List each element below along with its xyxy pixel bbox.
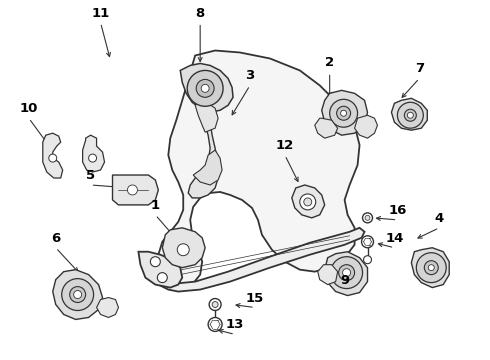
Polygon shape (292, 185, 325, 218)
Circle shape (363, 213, 372, 223)
Circle shape (424, 261, 438, 275)
Circle shape (208, 318, 222, 332)
Circle shape (209, 298, 221, 310)
Text: 16: 16 (388, 204, 407, 217)
Circle shape (428, 265, 434, 271)
Polygon shape (193, 150, 222, 185)
Polygon shape (392, 98, 427, 130)
Text: 5: 5 (86, 169, 95, 182)
Polygon shape (412, 248, 449, 288)
Circle shape (74, 291, 82, 298)
Text: 6: 6 (51, 232, 60, 245)
Polygon shape (355, 115, 377, 138)
Text: 13: 13 (226, 318, 244, 332)
Circle shape (337, 106, 350, 120)
Polygon shape (113, 175, 158, 205)
Circle shape (212, 302, 218, 307)
Polygon shape (195, 103, 218, 132)
Polygon shape (150, 228, 365, 292)
Text: 7: 7 (415, 62, 424, 75)
Circle shape (331, 257, 363, 289)
Circle shape (177, 244, 189, 256)
Text: 12: 12 (276, 139, 294, 152)
Polygon shape (162, 228, 205, 268)
Text: 9: 9 (340, 274, 349, 287)
Circle shape (187, 71, 223, 106)
Circle shape (201, 84, 209, 92)
Circle shape (157, 273, 167, 283)
Text: 11: 11 (92, 6, 110, 20)
Polygon shape (53, 270, 102, 319)
Circle shape (341, 110, 346, 116)
Polygon shape (325, 252, 368, 296)
Circle shape (343, 269, 350, 276)
Circle shape (70, 287, 86, 302)
Polygon shape (138, 252, 182, 288)
Polygon shape (318, 265, 338, 285)
Polygon shape (83, 135, 104, 172)
Text: 4: 4 (435, 212, 444, 225)
Polygon shape (43, 133, 63, 178)
Polygon shape (180, 63, 233, 112)
Circle shape (49, 154, 57, 162)
Circle shape (300, 194, 316, 210)
Text: 2: 2 (325, 57, 334, 69)
Polygon shape (322, 90, 368, 135)
Polygon shape (158, 50, 360, 289)
Circle shape (339, 265, 355, 280)
Polygon shape (315, 118, 338, 138)
Circle shape (407, 112, 414, 118)
Circle shape (362, 236, 373, 248)
Circle shape (416, 253, 446, 283)
Circle shape (330, 99, 358, 127)
Circle shape (364, 256, 371, 264)
Text: 1: 1 (151, 199, 160, 212)
Circle shape (89, 154, 97, 162)
Circle shape (404, 109, 416, 121)
Circle shape (150, 257, 160, 267)
Circle shape (365, 215, 370, 220)
Circle shape (62, 279, 94, 310)
Polygon shape (97, 298, 119, 318)
Text: 10: 10 (20, 102, 38, 115)
Circle shape (397, 102, 423, 128)
Circle shape (196, 80, 214, 97)
Circle shape (127, 185, 137, 195)
Text: 14: 14 (385, 232, 404, 245)
Text: 3: 3 (245, 69, 255, 82)
Text: 15: 15 (246, 292, 264, 305)
Polygon shape (188, 115, 218, 198)
Circle shape (304, 198, 312, 206)
Text: 8: 8 (196, 6, 205, 20)
